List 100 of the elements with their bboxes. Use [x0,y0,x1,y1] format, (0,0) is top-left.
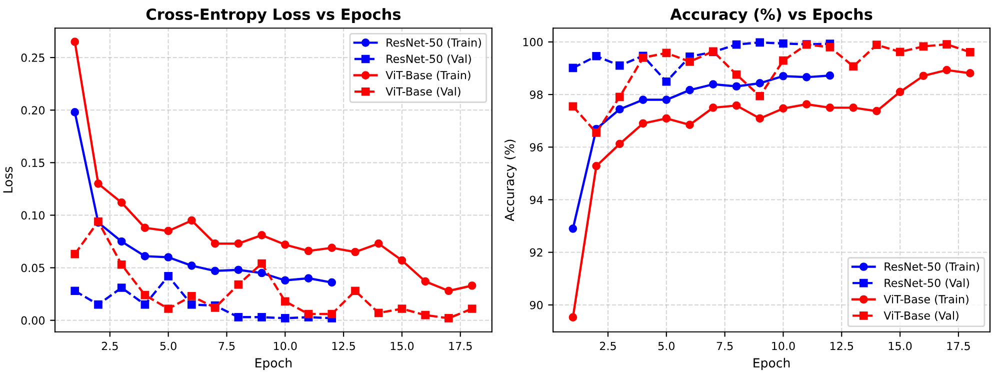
point [70,250,80,258]
point [164,253,172,262]
x-tick-label: 5.0 [160,342,176,350]
point [94,300,102,309]
point [708,80,718,88]
x-tick-label: 7.5 [716,342,733,350]
point [662,48,671,58]
point [188,216,196,225]
point [826,43,834,52]
x-tick-label: 2.5 [600,342,616,350]
point [280,297,290,306]
point [872,106,881,116]
x-tick-label: 2.5 [102,342,118,350]
legend-label: ViT-Base (Train) [884,294,968,305]
point [398,256,406,265]
point [210,239,220,248]
point [94,180,102,188]
point [234,312,243,322]
point [826,104,834,112]
point [328,278,336,287]
point [849,104,858,112]
point [258,259,266,268]
point [351,286,360,296]
point [280,240,290,249]
point [117,237,126,246]
point [117,284,126,292]
point [568,102,578,111]
point [188,261,196,270]
y-tick-label: 0.00 [21,316,45,325]
x-tick-label: 12.5 [830,342,854,350]
point [919,72,928,80]
point [444,286,453,296]
point [374,308,383,318]
point [188,300,196,309]
point [444,314,453,322]
point [802,73,811,82]
point [779,104,788,113]
point [616,61,624,70]
point [592,128,600,137]
point [568,224,578,233]
point [351,248,360,256]
y-tick-label: 92 [530,248,542,257]
point [328,310,336,318]
point [140,224,150,232]
x-tick-label: 12.5 [332,342,355,350]
point [732,101,741,110]
point [328,244,336,252]
point [140,252,150,260]
point [616,140,624,148]
point [210,304,220,312]
point [280,314,290,322]
point [592,52,600,60]
point [421,277,430,286]
point [70,38,80,46]
point [616,105,624,114]
point [258,268,266,278]
point [164,304,172,313]
point [568,64,578,72]
point [662,77,671,86]
point [304,274,313,282]
y-tick-label: 100 [523,38,543,46]
point [756,92,764,100]
x-tick-label: 10.0 [274,342,297,350]
point [398,304,406,313]
point [686,120,694,129]
point [468,304,476,313]
point [164,272,172,280]
point [708,104,718,112]
y-tick-label: 90 [530,300,543,310]
chart-title: Accuracy (%) vs Epochs [670,8,872,24]
point [662,96,671,104]
y-tick-label: 0.05 [21,264,44,272]
y-axis-title: Accuracy (%) [504,140,517,222]
y-tick-label: 0.15 [21,158,44,168]
x-tick-label: 17.5 [449,342,472,350]
point [421,310,430,320]
point [872,40,881,49]
x-tick-label: 10.0 [772,342,795,350]
y-tick-label: 0.20 [21,106,45,114]
point [164,226,172,236]
y-axis-title: Loss [3,166,13,192]
point [140,300,150,309]
legend-label: ResNet-50 (Train) [884,262,980,272]
point [592,162,600,170]
x-axis-title: Epoch [754,358,790,370]
point [896,88,904,96]
point [117,198,126,207]
legend-label: ResNet-50 (Train) [386,38,481,48]
point [70,108,80,116]
point [638,119,648,128]
x-tick-label: 5.0 [658,342,674,350]
point [942,40,951,48]
point [779,39,788,48]
legend-label: ViT-Base (Val) [884,311,958,322]
point [732,40,741,49]
point [304,310,313,318]
point [568,313,578,322]
point [304,246,313,256]
point [966,48,974,56]
point [919,42,928,51]
